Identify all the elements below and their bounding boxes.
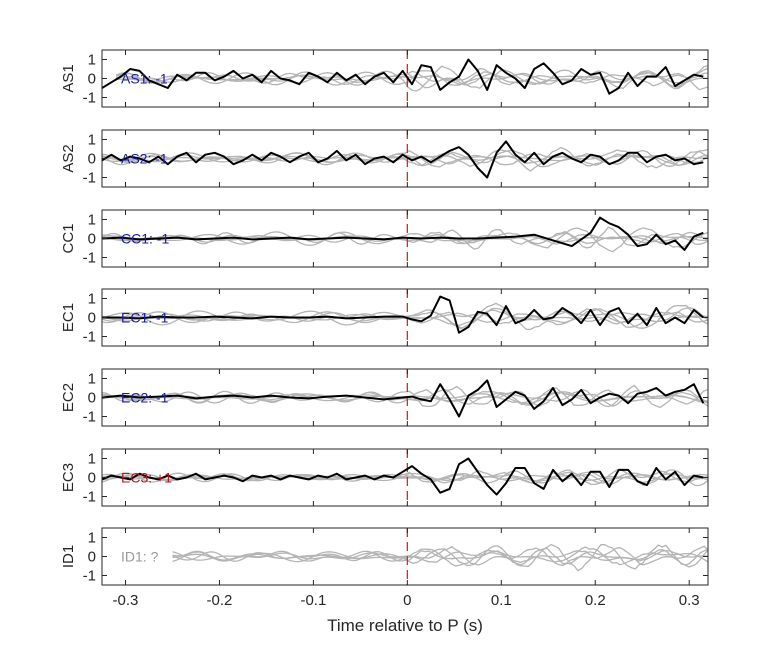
y-tick-label: -1 bbox=[83, 250, 96, 267]
y-tick-label: -1 bbox=[83, 568, 96, 585]
polarity-annotation: EC3: +1 bbox=[121, 470, 172, 486]
x-tick-label: 0.1 bbox=[491, 592, 512, 609]
x-axis-label: Time relative to P (s) bbox=[327, 616, 483, 635]
background-traces bbox=[172, 543, 708, 572]
station-label: AS1 bbox=[60, 64, 77, 92]
x-tick-label: 0.3 bbox=[679, 592, 700, 609]
background-trace bbox=[102, 471, 708, 484]
panels-group: -1 0 1 AS1 AS1: -1 -1 0 1 AS2 AS2: -1 -1 0 1 CC1 CC1: … bbox=[60, 49, 709, 609]
station-label: EC1 bbox=[60, 303, 77, 332]
x-tick-label: 0.2 bbox=[585, 592, 606, 609]
y-tick-label: -1 bbox=[83, 489, 96, 506]
background-trace bbox=[115, 67, 708, 88]
y-tick-label: -1 bbox=[83, 170, 96, 187]
trace-ec2 bbox=[102, 379, 705, 418]
station-label: ID1 bbox=[60, 545, 77, 568]
y-tick-label: 0 bbox=[88, 71, 96, 88]
panel-ec3: -1 0 1 EC3 EC3: +1 bbox=[60, 448, 709, 507]
y-tick-label: 0 bbox=[88, 470, 96, 487]
x-tick-label: -0.2 bbox=[207, 592, 233, 609]
station-label: CC1 bbox=[60, 223, 77, 253]
background-trace bbox=[172, 547, 708, 566]
station-label: EC2 bbox=[60, 383, 77, 412]
polarity-annotation: EC1: -1 bbox=[121, 310, 169, 326]
background-trace bbox=[172, 550, 708, 564]
x-tick-label: -0.3 bbox=[113, 592, 139, 609]
panel-ec2: -1 0 1 EC2 EC2: -1 bbox=[60, 368, 709, 427]
panel-ec1: -1 0 1 EC1 EC1: -1 bbox=[60, 288, 709, 347]
y-tick-label: 0 bbox=[88, 231, 96, 248]
y-tick-label: -1 bbox=[83, 90, 96, 107]
y-tick-label: 0 bbox=[88, 390, 96, 407]
background-trace bbox=[102, 227, 708, 253]
polarity-annotation: ID1: ? bbox=[121, 549, 159, 565]
trace-as2 bbox=[102, 140, 704, 179]
background-trace bbox=[116, 72, 708, 85]
y-tick-label: 1 bbox=[88, 371, 96, 388]
background-trace bbox=[102, 384, 708, 409]
y-tick-label: 0 bbox=[88, 549, 96, 566]
background-trace bbox=[102, 388, 708, 408]
polarity-annotation: EC2: -1 bbox=[121, 390, 169, 406]
y-tick-label: 0 bbox=[88, 151, 96, 168]
polarity-annotation: AS2: -1 bbox=[121, 151, 168, 167]
y-tick-label: 1 bbox=[88, 212, 96, 229]
x-tick-labels: -0.3 -0.2 -0.1 0 0.1 0.2 0.3 bbox=[113, 592, 700, 609]
x-tick-label: -0.1 bbox=[300, 592, 326, 609]
y-tick-label: 1 bbox=[88, 530, 96, 547]
panel-id1: -1 0 1 ID1 ID1: ? bbox=[60, 527, 709, 586]
trace-ec1 bbox=[102, 295, 704, 334]
trace-ec3 bbox=[102, 457, 704, 496]
polarity-annotation: AS1: -1 bbox=[121, 71, 168, 87]
y-tick-label: -1 bbox=[83, 409, 96, 426]
y-tick-label: -1 bbox=[83, 329, 96, 346]
polarity-annotation: CC1: -1 bbox=[121, 231, 169, 247]
trace-as1 bbox=[102, 58, 704, 95]
y-tick-label: 0 bbox=[88, 310, 96, 327]
y-tick-label: 1 bbox=[88, 132, 96, 149]
station-label: AS2 bbox=[60, 144, 77, 172]
x-tick-label: 0 bbox=[403, 592, 411, 609]
trace-cc1 bbox=[102, 216, 704, 251]
y-tick-label: 1 bbox=[88, 52, 96, 69]
panel-cc1: -1 0 1 CC1 CC1: -1 bbox=[60, 209, 709, 268]
panel-as2: -1 0 1 AS2 AS2: -1 bbox=[60, 129, 709, 188]
y-tick-label: 1 bbox=[88, 291, 96, 308]
station-label: EC3 bbox=[60, 463, 77, 492]
background-trace bbox=[172, 543, 708, 572]
y-tick-label: 1 bbox=[88, 451, 96, 468]
panel-as1: -1 0 1 AS1 AS1: -1 bbox=[60, 49, 709, 108]
background-trace bbox=[102, 226, 708, 250]
